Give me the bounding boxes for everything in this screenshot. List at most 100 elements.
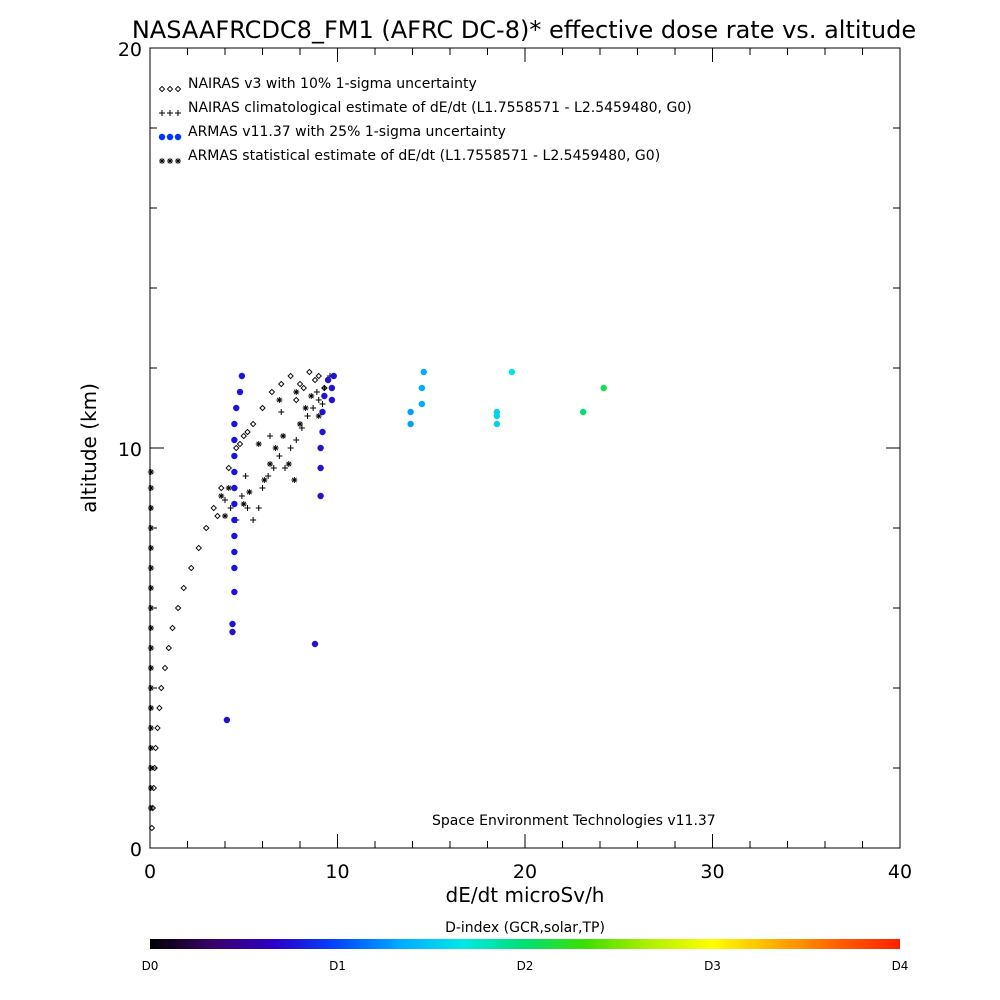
data-point [259,485,266,491]
data-point [231,548,238,556]
legend-label: ARMAS v11.37 with 25% 1-sigma uncertaint… [188,124,506,140]
data-point [330,372,337,380]
data-point [418,400,426,408]
data-point [276,453,283,459]
data-point [268,388,276,396]
x-axis-title: dE/dt microSv/h [446,883,605,907]
data-point [231,468,238,476]
data-point [154,724,161,732]
data-point [315,413,322,419]
data-point [308,393,315,399]
data-point [304,413,311,419]
data-point [147,565,154,571]
data-point [236,388,244,396]
x-tick-label: 10 [325,861,349,883]
data-point [229,620,236,628]
data-point [222,497,228,503]
data-point [255,505,262,511]
data-point [319,408,326,416]
data-point [407,408,414,416]
data-point [278,380,285,388]
data-point [233,404,240,412]
data-point [231,452,238,460]
legend-marker [159,110,165,116]
plot-frame [149,47,901,849]
data-point [188,564,195,572]
data-point [147,525,154,531]
legend-symbol [159,158,181,164]
x-tick-label: 30 [700,861,724,883]
data-point [328,384,336,392]
data-point [255,441,262,447]
data-point [287,372,294,380]
colorbar-title: D-index (GCR,solar,TP) [445,920,605,936]
data-point [317,492,324,500]
data-point [218,484,225,492]
data-point [147,725,154,731]
legend-symbol [158,85,182,93]
data-point [240,501,247,507]
data-point [195,544,202,552]
x-tick-label: 20 [513,861,537,883]
data-point [493,408,501,416]
data-point [231,516,238,524]
colorbar: D0 D1 D2 D3 D4 [142,939,908,973]
y-tick-label: 20 [118,39,142,61]
data-point [297,421,303,427]
data-point [214,512,221,520]
data-point [270,465,277,471]
data-point [147,765,154,771]
data-point [229,628,236,636]
data-point [311,640,319,648]
data-point [240,432,247,440]
credit-text: Space Environment Technologies v11.37 [432,813,716,829]
data-point [238,372,246,380]
data-point [407,420,414,428]
legend-marker [167,158,173,164]
data-point [259,404,266,412]
data-point [249,420,257,428]
series-2 [222,373,333,523]
data-point [315,397,322,403]
series-1 [148,368,328,832]
data-point [231,532,238,540]
data-point [319,401,326,407]
data-point [296,380,304,388]
legend-symbol [158,133,182,141]
data-point [420,368,427,376]
data-point [169,624,176,632]
legend-symbol [159,110,181,116]
legend-marker [175,158,181,164]
data-point [315,372,322,380]
data-point [151,764,158,772]
data-point [231,436,238,444]
legend-label: ARMAS statistical estimate of dE/dt (L1.… [188,148,660,164]
data-point [147,785,154,791]
data-point [147,685,154,691]
legend-marker [167,110,173,116]
data-point [218,493,225,499]
data-point [261,477,268,483]
data-point [282,465,288,471]
y-tick-label: 0 [130,839,142,861]
legend-marker [158,85,166,93]
data-point [272,445,279,451]
data-point [244,428,251,436]
legend-marker [158,133,166,141]
data-point [231,500,238,508]
data-point [244,505,251,511]
data-point [147,545,154,551]
data-point [306,368,313,376]
data-point [508,368,516,376]
data-point [265,473,272,479]
legend-marker [166,85,174,93]
data-point [276,397,283,403]
legend-marker [174,85,182,93]
legend-marker [166,133,174,141]
chart-title: NASAAFRCDC8_FM1 (AFRC DC-8)* effective d… [132,16,916,44]
data-point [311,376,319,384]
data-point [324,376,332,384]
data-point [156,704,163,712]
data-point [238,493,245,499]
legend-label: NAIRAS climatological estimate of dE/dt … [188,100,692,116]
